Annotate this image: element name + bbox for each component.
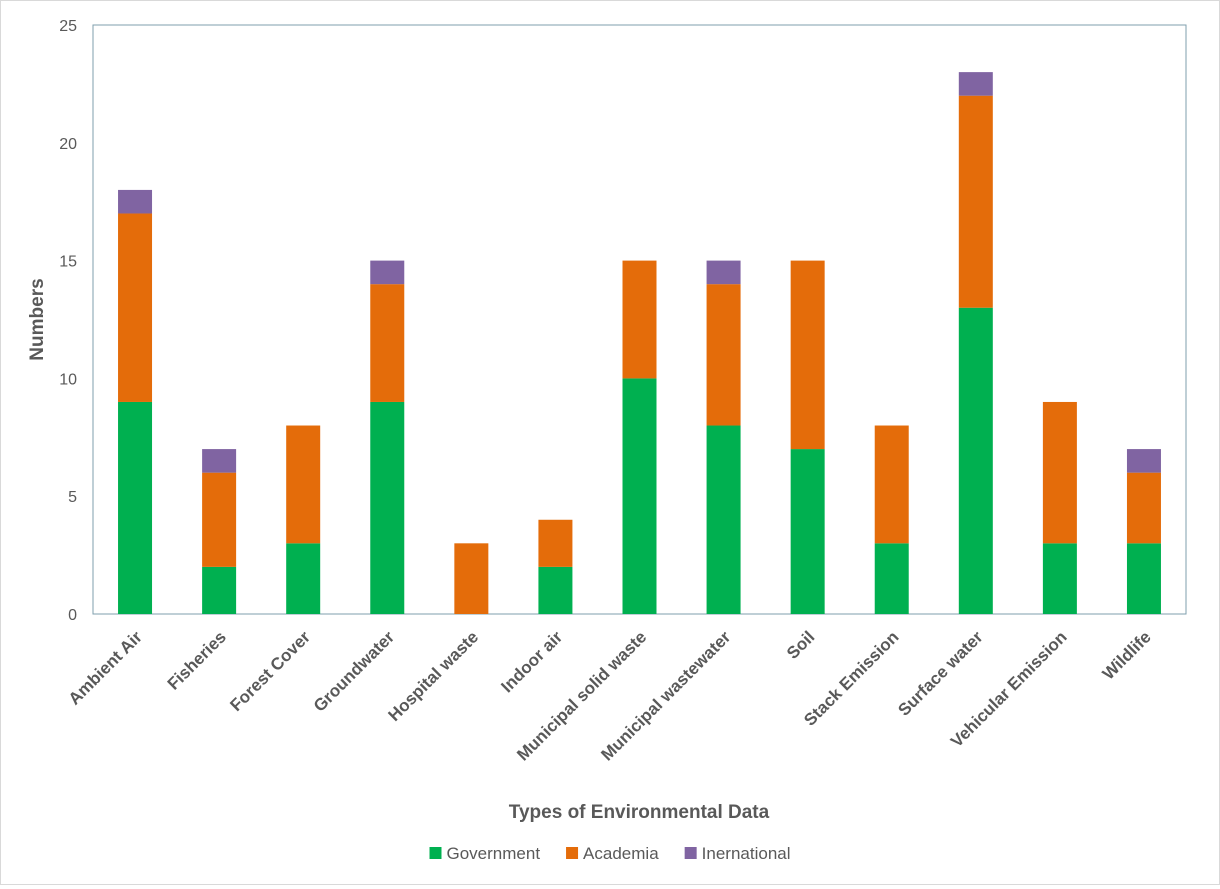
x-tick-label: Ambient Air: [65, 627, 146, 708]
bar-academia-ambient-air: [118, 213, 153, 402]
bar-inernational-municipal-wastewater: [706, 260, 741, 285]
bar-government-groundwater: [370, 401, 405, 614]
bar-academia-forest-cover: [286, 425, 321, 544]
x-tick-label: Groundwater: [310, 627, 399, 716]
bar-inernational-groundwater: [370, 260, 405, 285]
y-tick-label: 25: [59, 18, 77, 35]
bar-government-ambient-air: [118, 401, 153, 614]
y-tick-label: 0: [68, 607, 77, 624]
y-tick-label: 10: [59, 371, 77, 388]
legend-swatch: [684, 847, 697, 859]
bar-inernational-surface-water: [958, 72, 993, 96]
y-tick-label: 15: [59, 254, 77, 271]
bar-academia-stack-emission: [874, 425, 909, 544]
bar-government-wildlife: [1126, 543, 1161, 614]
bar-academia-vehicular-emission: [1042, 401, 1077, 544]
x-tick-label: Fisheries: [164, 627, 230, 693]
y-tick-label: 5: [68, 489, 77, 506]
bar-inernational-wildlife: [1126, 449, 1161, 473]
legend-swatch: [566, 847, 579, 859]
legend-item: Inernational: [684, 844, 791, 863]
y-tick-label: 20: [59, 136, 77, 153]
y-axis-ticks: 0 5 10 15 20 25: [59, 18, 77, 624]
x-tick-label: Forest Cover: [226, 627, 314, 715]
bar-academia-groundwater: [370, 284, 405, 402]
legend-label: Inernational: [702, 844, 791, 863]
legend: Government Academia Inernational: [429, 844, 791, 863]
y-axis-title: Numbers: [27, 278, 48, 360]
bar-academia-hospital-waste: [454, 543, 489, 614]
bar-government-surface-water: [958, 307, 993, 614]
x-tick-label: Wildlife: [1099, 627, 1155, 683]
legend-label: Academia: [583, 844, 659, 863]
x-tick-label: Soil: [783, 627, 818, 662]
legend-swatch: [429, 847, 442, 859]
legend-label: Government: [447, 844, 541, 863]
bar-academia-wildlife: [1126, 472, 1161, 544]
bar-government-municipal-wastewater: [706, 425, 741, 614]
bar-inernational-fisheries: [202, 449, 237, 473]
legend-item: Government: [429, 844, 541, 863]
x-tick-label: Indoor air: [497, 627, 566, 696]
bar-academia-soil: [790, 260, 825, 450]
bar-government-municipal-solid-waste: [622, 378, 657, 614]
legend-item: Academia: [566, 844, 659, 863]
bar-government-indoor-air: [538, 566, 573, 614]
bar-academia-municipal-wastewater: [706, 284, 741, 426]
bar-government-stack-emission: [874, 543, 909, 614]
bar-academia-municipal-solid-waste: [622, 260, 657, 379]
bar-government-forest-cover: [286, 543, 321, 614]
bar-government-vehicular-emission: [1042, 543, 1077, 614]
bars: [118, 72, 1161, 614]
x-tick-label: Hospital waste: [385, 627, 483, 725]
x-tick-label: Surface water: [894, 627, 987, 720]
bar-government-soil: [790, 449, 825, 614]
bar-academia-fisheries: [202, 472, 237, 567]
bar-government-fisheries: [202, 566, 237, 614]
bar-academia-indoor-air: [538, 519, 573, 567]
bar-academia-surface-water: [958, 95, 993, 308]
x-axis-title: Types of Environmental Data: [509, 802, 770, 823]
bar-inernational-ambient-air: [118, 189, 153, 214]
